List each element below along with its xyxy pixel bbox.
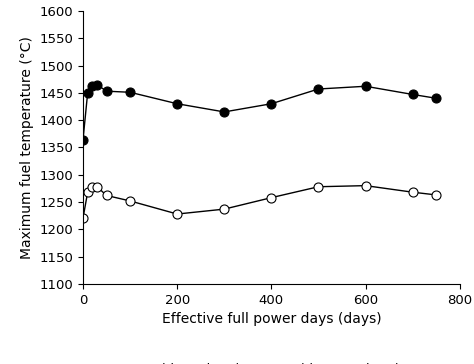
Without moderation [94, 185, 100, 189]
With moderation [94, 82, 100, 87]
With moderation [221, 110, 227, 114]
Line: With moderation: With moderation [78, 80, 441, 145]
Without moderation [85, 190, 91, 194]
With moderation [316, 87, 321, 91]
Legend: With moderation, Without moderation: With moderation, Without moderation [124, 359, 419, 364]
With moderation [85, 91, 91, 95]
Without moderation [80, 216, 86, 221]
With moderation [104, 89, 109, 93]
Without moderation [221, 207, 227, 211]
With moderation [363, 84, 368, 88]
Without moderation [410, 190, 416, 194]
With moderation [80, 138, 86, 142]
Without moderation [174, 212, 180, 216]
Without moderation [316, 185, 321, 189]
Without moderation [90, 185, 95, 189]
X-axis label: Effective full power days (days): Effective full power days (days) [162, 312, 381, 326]
Without moderation [363, 183, 368, 188]
Without moderation [104, 193, 109, 198]
Without moderation [433, 193, 439, 197]
Y-axis label: Maximum fuel temperature (°C): Maximum fuel temperature (°C) [20, 36, 34, 259]
Without moderation [268, 195, 274, 200]
Without moderation [127, 199, 133, 203]
With moderation [433, 96, 439, 100]
With moderation [90, 83, 95, 88]
With moderation [410, 92, 416, 96]
With moderation [127, 90, 133, 94]
Line: Without moderation: Without moderation [78, 181, 441, 223]
With moderation [268, 102, 274, 106]
With moderation [174, 102, 180, 106]
